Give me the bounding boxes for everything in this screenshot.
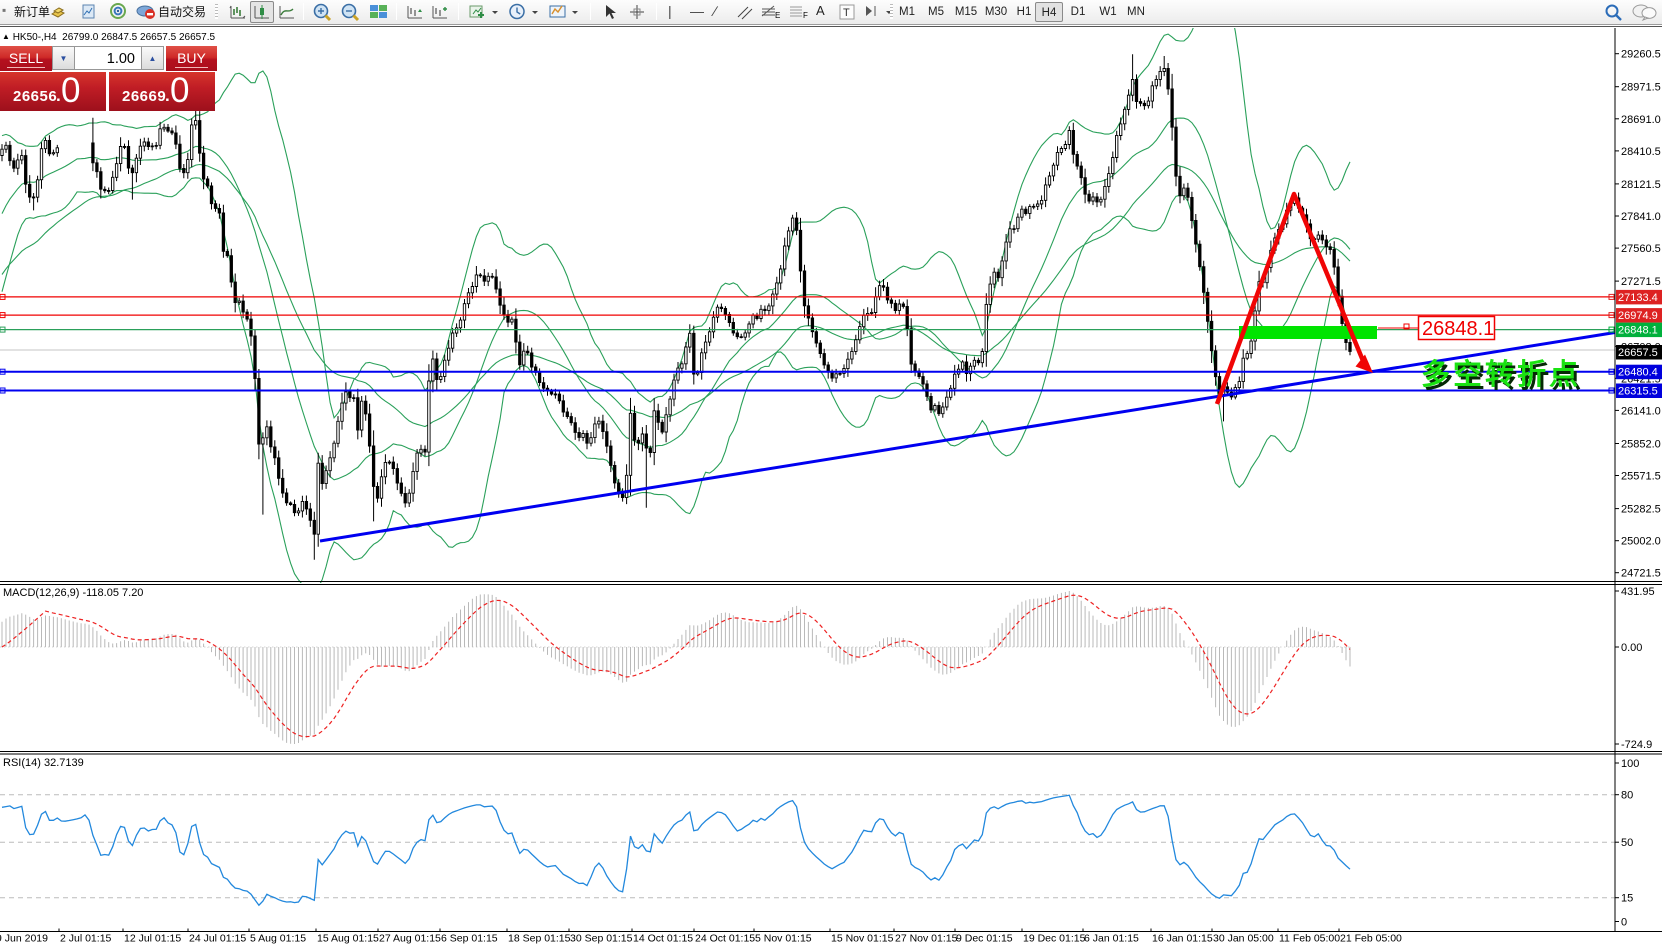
svg-text:9 Jun 2019: 9 Jun 2019 <box>0 933 48 945</box>
svg-text:19 Dec 01:15: 19 Dec 01:15 <box>1023 933 1086 945</box>
svg-text:14 Oct 01:15: 14 Oct 01:15 <box>633 933 693 945</box>
svg-text:T: T <box>843 7 850 19</box>
svg-text:0.00: 0.00 <box>1621 642 1642 654</box>
svg-text:28971.5: 28971.5 <box>1621 82 1661 94</box>
svg-text:MACD(12,26,9) -118.05 7.20: MACD(12,26,9) -118.05 7.20 <box>3 587 143 599</box>
svg-text:27 Nov 01:15: 27 Nov 01:15 <box>895 933 958 945</box>
svg-text:24721.5: 24721.5 <box>1621 568 1661 580</box>
svg-text:9 Dec 01:15: 9 Dec 01:15 <box>956 933 1013 945</box>
svg-text:26480.4: 26480.4 <box>1618 367 1658 379</box>
svg-text:30 Jan 05:00: 30 Jan 05:00 <box>1213 933 1274 945</box>
svg-text:28410.5: 28410.5 <box>1621 146 1661 158</box>
svg-text:F: F <box>803 11 808 20</box>
svg-text:29260.5: 29260.5 <box>1621 49 1661 61</box>
svg-text:25002.0: 25002.0 <box>1621 536 1661 548</box>
svg-text:15: 15 <box>1621 893 1633 905</box>
svg-text:6 Jan 01:15: 6 Jan 01:15 <box>1084 933 1139 945</box>
svg-text:6 Sep 01:15: 6 Sep 01:15 <box>441 933 498 945</box>
svg-text:24 Jul 01:15: 24 Jul 01:15 <box>189 933 246 945</box>
svg-text:5 Aug 01:15: 5 Aug 01:15 <box>250 933 306 945</box>
svg-text:26848.1: 26848.1 <box>1618 325 1658 337</box>
svg-text:80: 80 <box>1621 790 1633 802</box>
svg-text:26141.0: 26141.0 <box>1621 405 1661 417</box>
svg-text:27560.5: 27560.5 <box>1621 243 1661 255</box>
svg-text:431.95: 431.95 <box>1621 586 1655 598</box>
svg-text:30 Sep 01:15: 30 Sep 01:15 <box>570 933 633 945</box>
svg-text:100: 100 <box>1621 758 1639 770</box>
svg-text:-724.9: -724.9 <box>1621 739 1652 751</box>
svg-text:15 Nov 01:15: 15 Nov 01:15 <box>831 933 894 945</box>
svg-text:27271.5: 27271.5 <box>1621 276 1661 288</box>
svg-text:50: 50 <box>1621 837 1633 849</box>
svg-text:25571.5: 25571.5 <box>1621 471 1661 483</box>
svg-text:11 Feb 05:00: 11 Feb 05:00 <box>1279 933 1340 945</box>
svg-text:2 Jul 01:15: 2 Jul 01:15 <box>60 933 112 945</box>
svg-text:5 Nov 01:15: 5 Nov 01:15 <box>755 933 812 945</box>
svg-text:多空转折点: 多空转折点 <box>1424 360 1584 394</box>
svg-text:RSI(14) 32.7139: RSI(14) 32.7139 <box>3 757 84 769</box>
svg-text:18 Sep 01:15: 18 Sep 01:15 <box>508 933 571 945</box>
svg-text:25852.0: 25852.0 <box>1621 439 1661 451</box>
svg-text:28691.0: 28691.0 <box>1621 114 1661 126</box>
svg-text:E: E <box>775 11 780 20</box>
svg-text:28121.5: 28121.5 <box>1621 179 1661 191</box>
svg-text:多空转折点: 多空转折点 <box>1421 357 1581 391</box>
svg-text:27841.0: 27841.0 <box>1621 211 1661 223</box>
svg-text:25282.5: 25282.5 <box>1621 504 1661 516</box>
svg-text:27 Aug 01:15: 27 Aug 01:15 <box>379 933 441 945</box>
svg-text:12 Jul 01:15: 12 Jul 01:15 <box>124 933 181 945</box>
svg-text:21 Feb 05:00: 21 Feb 05:00 <box>1340 933 1402 945</box>
svg-text:16 Jan 01:15: 16 Jan 01:15 <box>1152 933 1213 945</box>
svg-text:26657.5: 26657.5 <box>1618 347 1658 359</box>
svg-text:15 Aug 01:15: 15 Aug 01:15 <box>317 933 379 945</box>
svg-text:26974.9: 26974.9 <box>1618 310 1658 322</box>
svg-text:26315.5: 26315.5 <box>1618 386 1658 398</box>
svg-text:27133.4: 27133.4 <box>1618 292 1658 304</box>
svg-text:24 Oct 01:15: 24 Oct 01:15 <box>695 933 755 945</box>
svg-text:0: 0 <box>1621 917 1627 929</box>
svg-text:26848.1: 26848.1 <box>1422 318 1494 340</box>
